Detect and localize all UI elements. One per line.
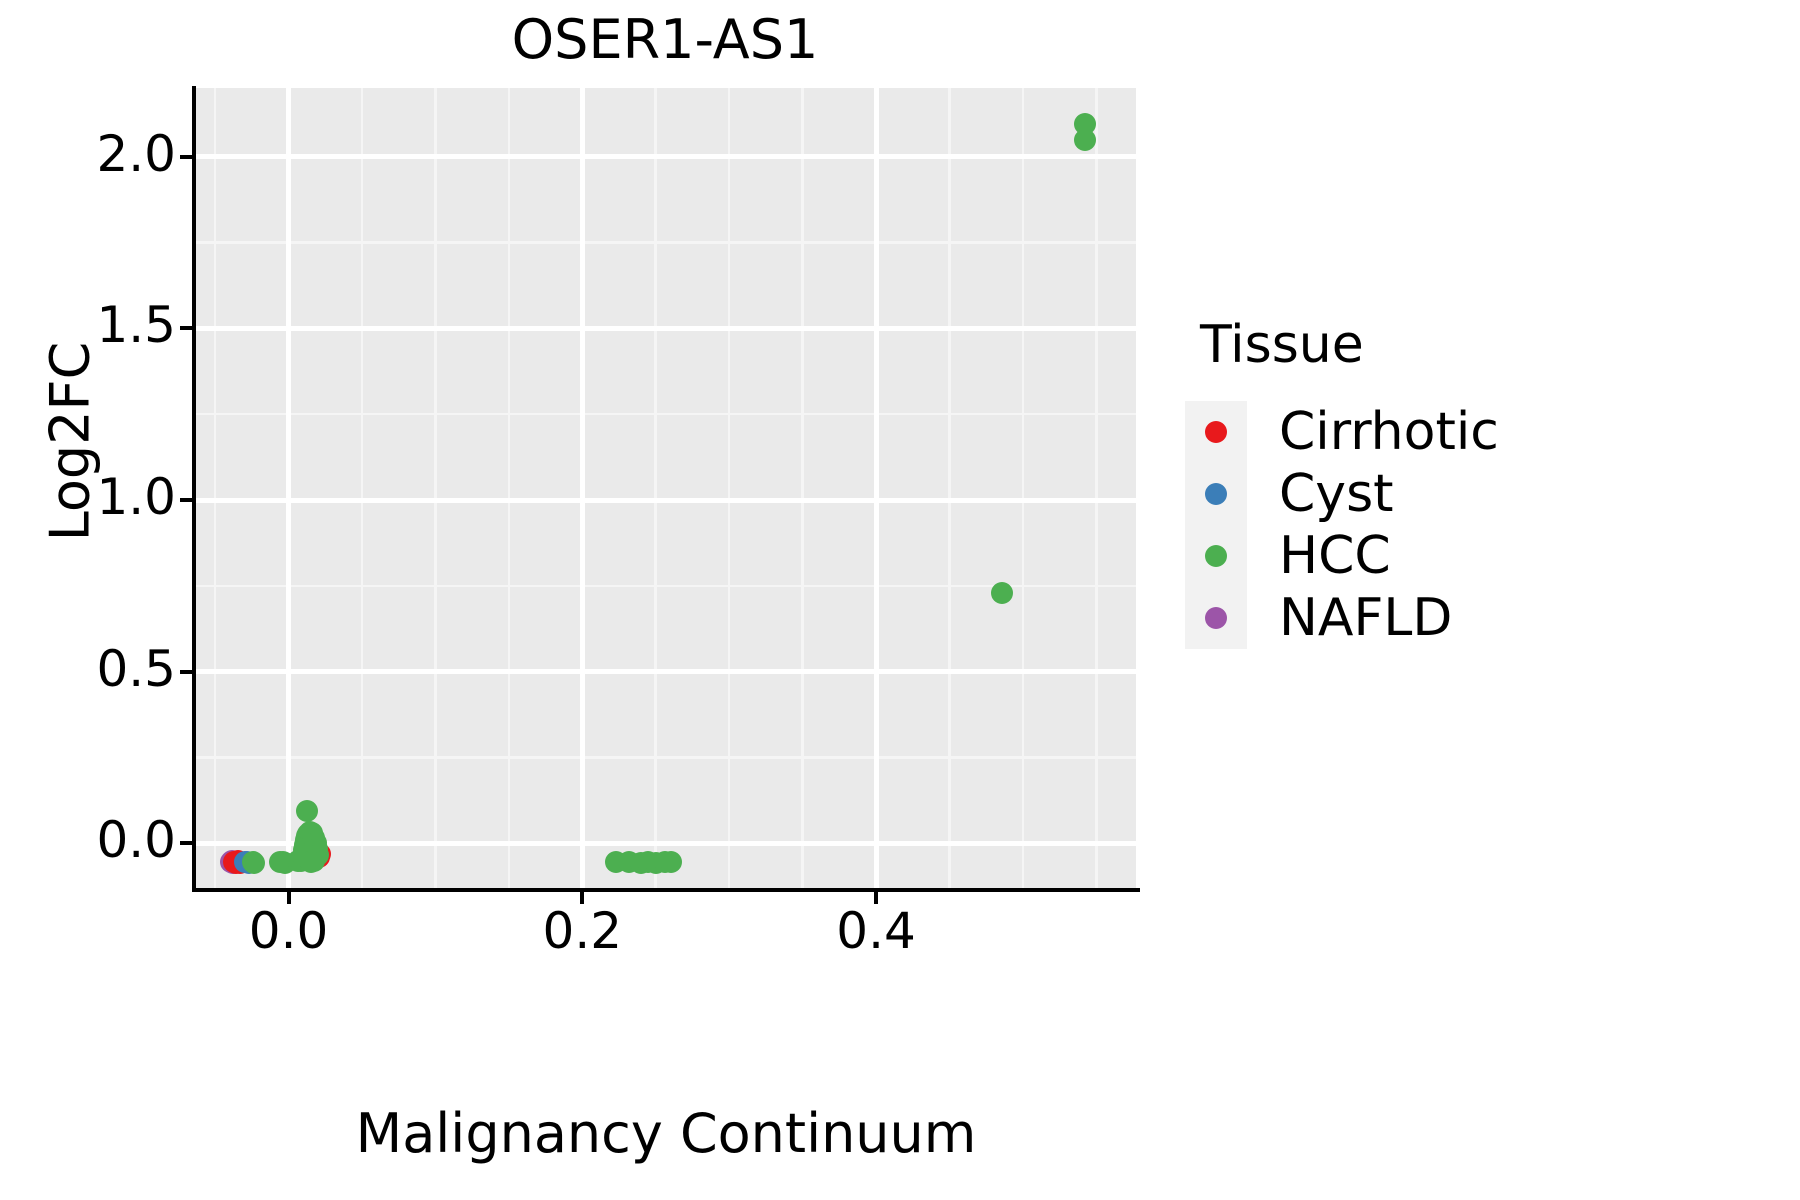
- gridline-horizontal: [196, 497, 1136, 503]
- y-tick-label: 0.0: [96, 811, 176, 870]
- gridline-vertical-minor: [360, 88, 364, 888]
- plot-panel: [196, 88, 1136, 888]
- y-axis-label: Log2FC: [38, 341, 102, 542]
- legend-key-swatch: [1185, 401, 1247, 463]
- y-axis-line: [192, 86, 196, 892]
- gridline-vertical-minor: [507, 88, 511, 888]
- legend-dot-icon: [1205, 421, 1227, 443]
- gridline-vertical: [873, 88, 879, 888]
- x-tick-label: 0.0: [248, 902, 329, 960]
- y-tick-mark: [180, 154, 192, 159]
- legend-item-hcc[interactable]: HCC: [1185, 525, 1705, 587]
- y-tick-mark: [180, 326, 192, 331]
- legend-dot-icon: [1205, 607, 1227, 629]
- y-tick-label: 0.5: [96, 639, 176, 698]
- x-tick-label: 0.4: [836, 902, 916, 960]
- data-point-hcc: [296, 800, 319, 823]
- x-axis-label: Malignancy Continuum: [355, 1102, 977, 1165]
- legend-label: HCC: [1279, 526, 1391, 586]
- gridline-vertical-minor: [801, 88, 804, 888]
- data-point-hcc: [243, 851, 266, 874]
- gridline-vertical: [286, 88, 292, 888]
- legend-label: NAFLD: [1279, 588, 1453, 648]
- data-point-hcc: [300, 850, 323, 873]
- x-tick-mark: [874, 892, 879, 904]
- legend-item-cyst[interactable]: Cyst: [1185, 463, 1705, 525]
- x-tick-mark: [286, 892, 291, 904]
- legend: Tissue Cirrhotic Cyst HCC NAFLD: [1185, 315, 1705, 649]
- data-point-hcc: [660, 851, 683, 874]
- x-axis-line: [192, 888, 1140, 892]
- y-tick-mark: [180, 669, 192, 674]
- legend-title: Tissue: [1200, 315, 1364, 375]
- gridline-horizontal-minor: [196, 756, 1136, 759]
- gridline-horizontal: [196, 154, 1136, 160]
- gridline-vertical-minor: [434, 88, 437, 888]
- legend-item-cirrhotic[interactable]: Cirrhotic: [1185, 401, 1705, 463]
- chart-title: OSER1-AS1: [511, 8, 819, 71]
- legend-item-nafld[interactable]: NAFLD: [1185, 587, 1705, 649]
- gridline-vertical-minor: [727, 88, 731, 888]
- gridline-horizontal: [196, 840, 1136, 846]
- data-point-hcc: [1074, 128, 1097, 151]
- gridline-horizontal: [196, 325, 1136, 331]
- y-tick-label: 1.0: [96, 468, 176, 527]
- gridline-horizontal-minor: [196, 241, 1136, 244]
- gridline-vertical-minor: [948, 88, 951, 888]
- gridline-horizontal-minor: [196, 584, 1136, 588]
- legend-key-swatch: [1185, 463, 1247, 525]
- legend-dot-icon: [1205, 483, 1227, 505]
- y-tick-mark: [180, 841, 192, 846]
- legend-key-swatch: [1185, 587, 1247, 649]
- gridline-vertical-minor: [1021, 88, 1025, 888]
- x-tick-label: 0.2: [542, 902, 623, 960]
- legend-label: Cyst: [1279, 464, 1394, 524]
- y-tick-mark: [180, 498, 192, 503]
- legend-dot-icon: [1205, 545, 1227, 567]
- legend-entries: Cirrhotic Cyst HCC NAFLD: [1185, 401, 1705, 649]
- y-tick-label: 1.5: [96, 296, 176, 355]
- data-point-hcc: [991, 581, 1014, 604]
- y-tick-label: 2.0: [96, 124, 176, 183]
- gridline-horizontal: [196, 669, 1136, 675]
- legend-key-swatch: [1185, 525, 1247, 587]
- x-tick-mark: [580, 892, 585, 904]
- gridline-vertical-minor: [654, 88, 657, 888]
- gridline-vertical: [579, 88, 585, 888]
- legend-label: Cirrhotic: [1279, 402, 1499, 462]
- gridline-horizontal-minor: [196, 412, 1136, 416]
- gridline-vertical-minor: [1095, 88, 1098, 888]
- gridline-vertical-minor: [213, 88, 217, 888]
